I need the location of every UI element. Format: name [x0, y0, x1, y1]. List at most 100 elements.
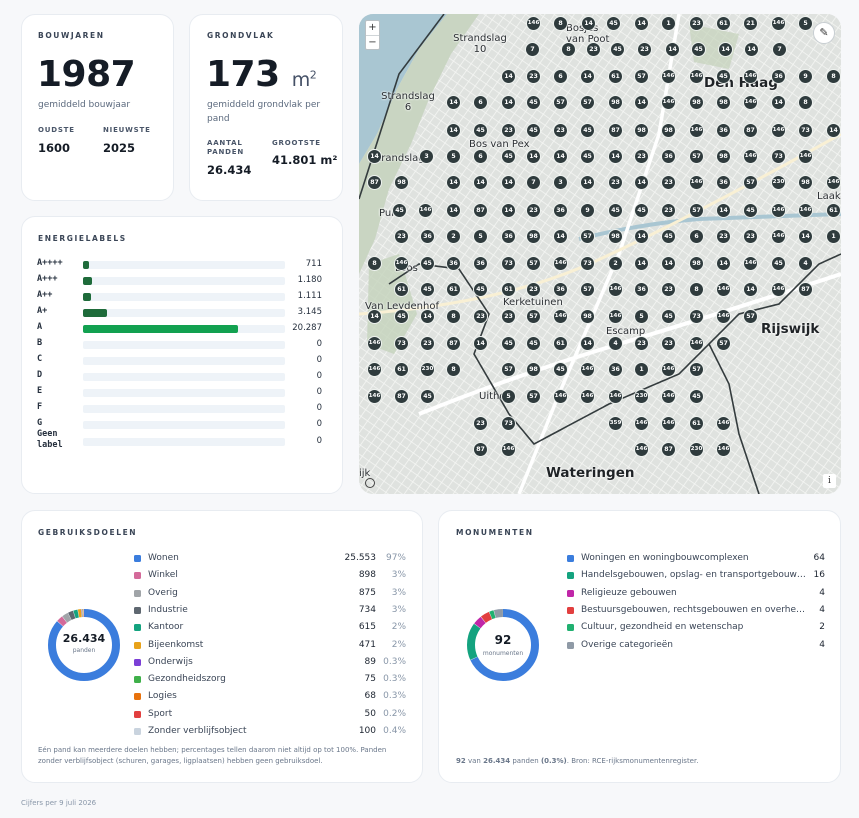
- map-cluster-marker[interactable]: 36: [634, 282, 649, 297]
- map-cluster-marker[interactable]: 8: [553, 16, 568, 31]
- map-cluster-marker[interactable]: 146: [716, 282, 731, 297]
- map-cluster-marker[interactable]: 8: [367, 256, 382, 271]
- map-cluster-marker[interactable]: 98: [608, 95, 623, 110]
- map-cluster-marker[interactable]: 146: [608, 282, 623, 297]
- map-cluster-marker[interactable]: 23: [473, 309, 488, 324]
- map-cluster-marker[interactable]: 87: [473, 442, 488, 457]
- map-cluster-marker[interactable]: 23: [661, 203, 676, 218]
- map-cluster-marker[interactable]: 36: [771, 69, 786, 84]
- map-cluster-marker[interactable]: 45: [661, 229, 676, 244]
- map-cluster-marker[interactable]: 14: [634, 95, 649, 110]
- map-cluster-marker[interactable]: 23: [526, 69, 541, 84]
- map-cluster-marker[interactable]: 45: [501, 149, 516, 164]
- map-cluster-marker[interactable]: 8: [446, 309, 461, 324]
- map-cluster-marker[interactable]: 146: [771, 229, 786, 244]
- map-cluster-marker[interactable]: 8: [798, 95, 813, 110]
- map-cluster-marker[interactable]: 14: [553, 229, 568, 244]
- map-cluster-marker[interactable]: 14: [634, 175, 649, 190]
- map-cluster-marker[interactable]: 146: [608, 309, 623, 324]
- map-cluster-marker[interactable]: 36: [553, 203, 568, 218]
- map-cluster-marker[interactable]: 23: [501, 309, 516, 324]
- map-cluster-marker[interactable]: 230: [634, 389, 649, 404]
- zoom-in-button[interactable]: +: [368, 22, 377, 33]
- map-cluster-marker[interactable]: 146: [661, 69, 676, 84]
- map-cluster-marker[interactable]: 23: [661, 282, 676, 297]
- map-cluster-marker[interactable]: 45: [606, 16, 621, 31]
- map-cluster-marker[interactable]: 8: [689, 282, 704, 297]
- map-cluster-marker[interactable]: 5: [634, 309, 649, 324]
- map-cluster-marker[interactable]: 23: [420, 336, 435, 351]
- map-cluster-marker[interactable]: 36: [716, 175, 731, 190]
- map-cluster-marker[interactable]: 2: [446, 229, 461, 244]
- map-cluster-marker[interactable]: 146: [661, 362, 676, 377]
- map-cluster-marker[interactable]: 146: [771, 203, 786, 218]
- map-cluster-marker[interactable]: 146: [367, 389, 382, 404]
- map-cluster-marker[interactable]: 14: [501, 95, 516, 110]
- map-cluster-marker[interactable]: 45: [689, 389, 704, 404]
- map-cluster-marker[interactable]: 73: [771, 149, 786, 164]
- map-cluster-marker[interactable]: 57: [716, 336, 731, 351]
- map-cluster-marker[interactable]: 73: [501, 256, 516, 271]
- map-cluster-marker[interactable]: 73: [580, 256, 595, 271]
- map-cluster-marker[interactable]: 87: [394, 389, 409, 404]
- map-cluster-marker[interactable]: 23: [716, 229, 731, 244]
- map-cluster-marker[interactable]: 5: [473, 229, 488, 244]
- map-cluster-marker[interactable]: 98: [526, 229, 541, 244]
- map-cluster-marker[interactable]: 45: [610, 42, 625, 57]
- map-cluster-marker[interactable]: 98: [608, 229, 623, 244]
- map-cluster-marker[interactable]: 14: [716, 256, 731, 271]
- map-cluster-marker[interactable]: 87: [661, 442, 676, 457]
- map-cluster-marker[interactable]: 146: [743, 69, 758, 84]
- map-cluster-marker[interactable]: 146: [716, 309, 731, 324]
- map-cluster-marker[interactable]: 6: [473, 149, 488, 164]
- map-cluster-marker[interactable]: 146: [689, 69, 704, 84]
- map-cluster-marker[interactable]: 14: [634, 229, 649, 244]
- map-cluster-marker[interactable]: 61: [446, 282, 461, 297]
- map-cluster-marker[interactable]: 98: [394, 175, 409, 190]
- map-cluster-marker[interactable]: 146: [798, 149, 813, 164]
- map-cluster-marker[interactable]: 57: [526, 256, 541, 271]
- map-cluster-marker[interactable]: 14: [526, 149, 541, 164]
- map-cluster-marker[interactable]: 23: [634, 336, 649, 351]
- map-cluster-marker[interactable]: 45: [771, 256, 786, 271]
- map-cluster-marker[interactable]: 45: [420, 282, 435, 297]
- map-cluster-marker[interactable]: 14: [743, 282, 758, 297]
- map-cluster-marker[interactable]: 36: [420, 229, 435, 244]
- map-cluster-marker[interactable]: 146: [798, 203, 813, 218]
- map-cluster-marker[interactable]: 23: [586, 42, 601, 57]
- map-cluster-marker[interactable]: 23: [661, 175, 676, 190]
- map-cluster-marker[interactable]: 57: [553, 95, 568, 110]
- map-cluster-marker[interactable]: 87: [798, 282, 813, 297]
- map-cluster-marker[interactable]: 146: [553, 256, 568, 271]
- map-cluster-marker[interactable]: 14: [446, 123, 461, 138]
- map-cluster-marker[interactable]: 4: [798, 256, 813, 271]
- map-cluster-marker[interactable]: 87: [473, 203, 488, 218]
- map-cluster-marker[interactable]: 146: [367, 336, 382, 351]
- map-cluster-marker[interactable]: 146: [634, 416, 649, 431]
- map-cluster-marker[interactable]: 5: [501, 389, 516, 404]
- map-cluster-marker[interactable]: 146: [743, 95, 758, 110]
- map-cluster-marker[interactable]: 57: [743, 309, 758, 324]
- map-cluster-marker[interactable]: 14: [553, 149, 568, 164]
- map-cluster-marker[interactable]: 14: [420, 309, 435, 324]
- map-cluster-marker[interactable]: 57: [689, 149, 704, 164]
- map-cluster-marker[interactable]: 98: [716, 149, 731, 164]
- map-cluster-marker[interactable]: 23: [394, 229, 409, 244]
- map-cluster-marker[interactable]: 36: [661, 149, 676, 164]
- map-cluster-marker[interactable]: 23: [526, 282, 541, 297]
- map-cluster-marker[interactable]: 45: [608, 203, 623, 218]
- map-cluster-marker[interactable]: 14: [744, 42, 759, 57]
- map-cluster-marker[interactable]: 6: [553, 69, 568, 84]
- map-cluster-marker[interactable]: 146: [501, 442, 516, 457]
- map-cluster-marker[interactable]: 36: [473, 256, 488, 271]
- map-cluster-marker[interactable]: 61: [826, 203, 841, 218]
- map-cluster-marker[interactable]: 98: [716, 95, 731, 110]
- map-cluster-marker[interactable]: 14: [501, 203, 516, 218]
- map-cluster-marker[interactable]: 45: [473, 282, 488, 297]
- map-cluster-marker[interactable]: 146: [716, 416, 731, 431]
- map-cluster-marker[interactable]: 14: [718, 42, 733, 57]
- map-cluster-marker[interactable]: 45: [526, 336, 541, 351]
- map-cluster-marker[interactable]: 146: [743, 149, 758, 164]
- map-cluster-marker[interactable]: 14: [826, 123, 841, 138]
